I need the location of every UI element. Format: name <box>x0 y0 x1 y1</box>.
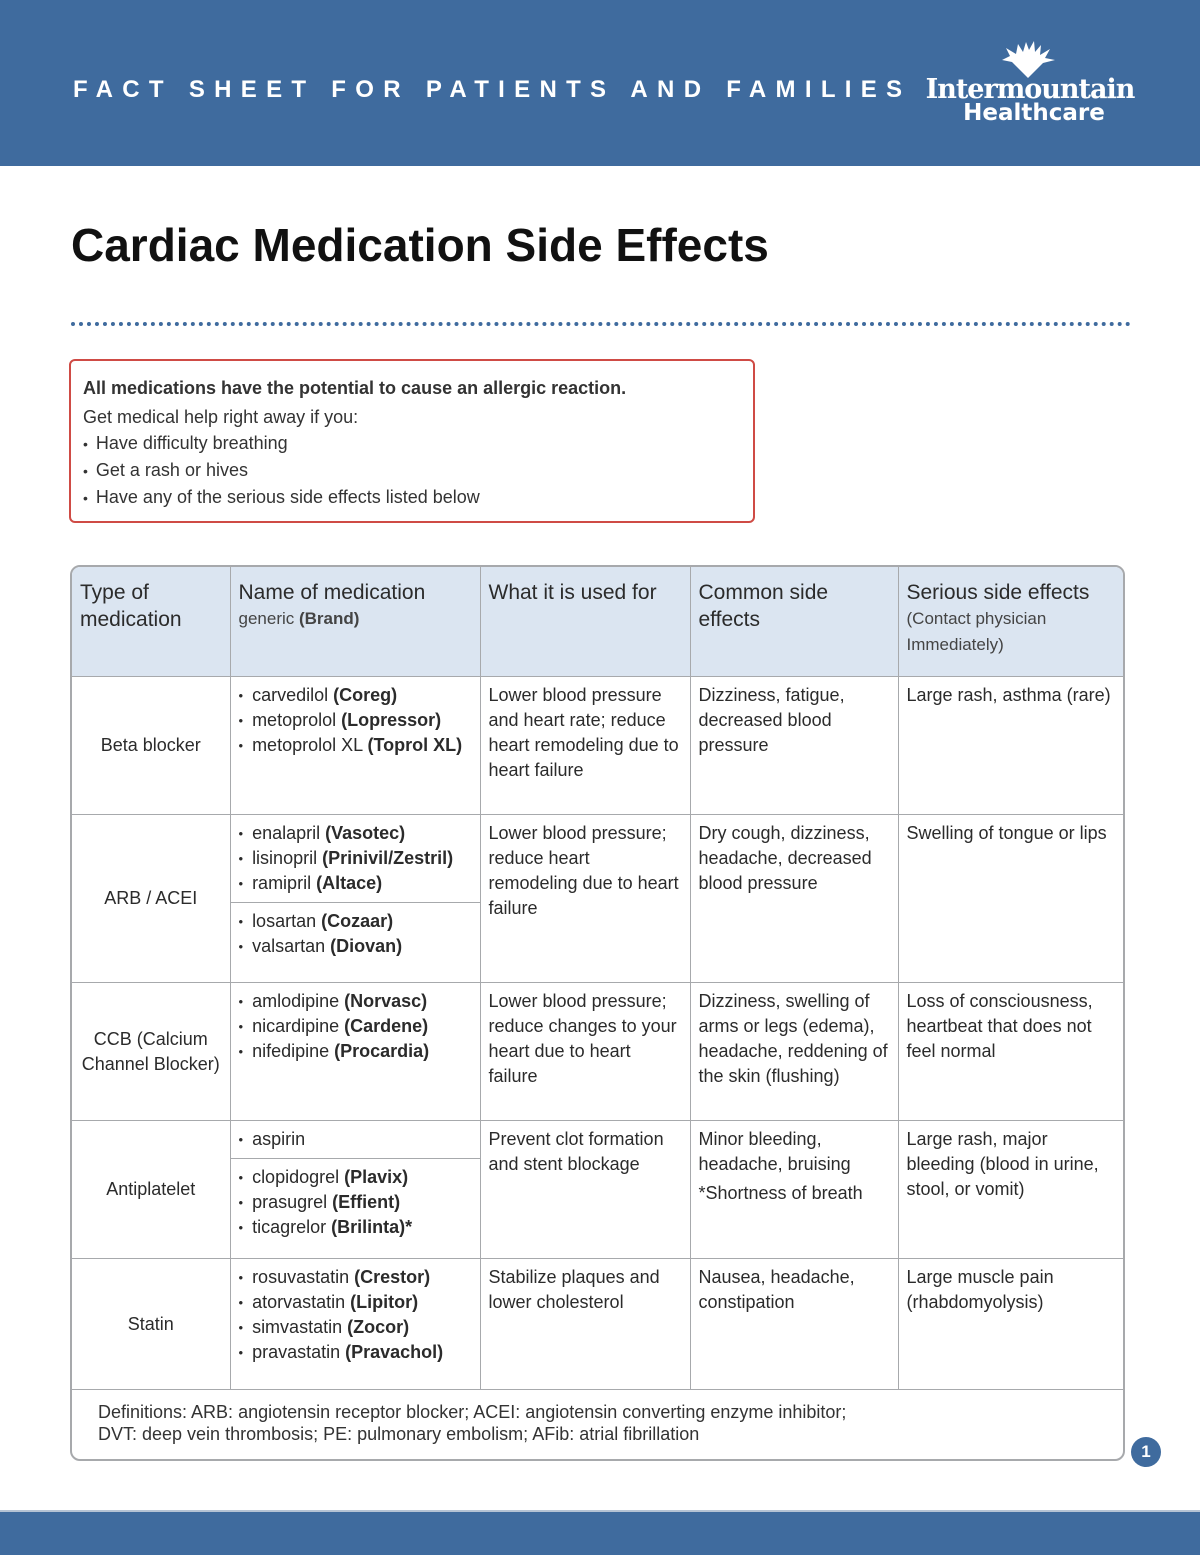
footer-banner <box>0 1510 1200 1555</box>
cell-common: Dry cough, dizziness, headache, decrease… <box>689 814 899 983</box>
alert-item-text: Have any of the serious side effects lis… <box>95 487 480 507</box>
medication-item: losartan (Cozaar) <box>239 909 472 934</box>
header-serious: Serious side effects (Contact physician I… <box>897 567 1123 677</box>
cell-used-for: Lower blood pressure; reduce changes to … <box>479 982 691 1121</box>
medication-item: ramipril (Altace) <box>239 871 472 896</box>
cell-common: Dizziness, fatigue, decreased blood pres… <box>689 676 899 815</box>
dotted-divider <box>71 322 1131 326</box>
cell-common: Minor bleeding, headache, bruising *Short… <box>689 1120 899 1259</box>
cell-used-for: Lower blood pressure; reduce heart remod… <box>479 814 691 983</box>
medication-group: rosuvastatin (Crestor)atorvastatin (Lipi… <box>231 1259 480 1371</box>
medication-item: metoprolol (Lopressor) <box>239 708 472 733</box>
medication-item: rosuvastatin (Crestor) <box>239 1265 472 1290</box>
medication-group: clopidogrel (Plavix)prasugrel (Effient)t… <box>230 1158 480 1246</box>
page-title: Cardiac Medication Side Effects <box>71 219 769 271</box>
cell-type: Statin <box>72 1258 231 1390</box>
cell-used-for: Stabilize plaques and lower cholesterol <box>479 1258 691 1390</box>
cell-common: Dizziness, swelling of arms or legs (ede… <box>689 982 899 1121</box>
page-number: 1 <box>1131 1437 1161 1467</box>
alert-intro: Get medical help right away if you: <box>83 407 359 427</box>
cell-type: Beta blocker <box>72 676 231 815</box>
medication-group: enalapril (Vasotec)lisinopril (Prinivil/… <box>231 815 480 902</box>
cell-type: Antiplatelet <box>72 1120 231 1259</box>
medication-item: lisinopril (Prinivil/Zestril) <box>239 846 472 871</box>
logo-name: Intermountain <box>925 74 1136 105</box>
medication-item: carvedilol (Coreg) <box>239 683 472 708</box>
banner-text: FACT SHEET FOR PATIENTS AND FAMILIES <box>73 76 912 103</box>
header-name: Name of medication generic (Brand) <box>229 567 481 677</box>
cell-used-for: Prevent clot formation and stent blockag… <box>479 1120 691 1259</box>
cell-type: CCB (Calcium Channel Blocker) <box>72 982 231 1121</box>
mountain-logo-icon <box>1002 41 1055 78</box>
table-row: Statin rosuvastatin (Crestor)atorvastati… <box>72 1258 1123 1390</box>
cell-serious: Swelling of tongue or lips <box>897 814 1123 983</box>
definitions-line: Definitions: ARB: angiotensin receptor b… <box>98 1402 847 1422</box>
definitions: Definitions: ARB: angiotensin receptor b… <box>98 1401 846 1445</box>
alert-item: Have difficulty breathing <box>83 430 741 457</box>
cell-medications: enalapril (Vasotec)lisinopril (Prinivil/… <box>229 814 481 983</box>
medication-item: simvastatin (Zocor) <box>239 1315 472 1340</box>
cell-medications: rosuvastatin (Crestor)atorvastatin (Lipi… <box>229 1258 481 1390</box>
medication-item: pravastatin (Pravachol) <box>239 1340 472 1365</box>
table-row: CCB (Calcium Channel Blocker) amlodipine… <box>72 982 1123 1121</box>
medication-item: prasugrel (Effient) <box>239 1190 472 1215</box>
medication-table-container: Type of medication Name of medication gen… <box>70 565 1125 1461</box>
medication-group: carvedilol (Coreg)metoprolol (Lopressor)… <box>231 677 480 764</box>
alert-item: Get a rash or hives <box>83 457 741 484</box>
logo-sub: Healthcare <box>963 100 1105 126</box>
medication-item: nicardipine (Cardene) <box>239 1014 472 1039</box>
alert-item-text: Get a rash or hives <box>95 460 248 480</box>
cell-used-for: Lower blood pressure and heart rate; red… <box>479 676 691 815</box>
cell-medications: carvedilol (Coreg)metoprolol (Lopressor)… <box>229 676 481 815</box>
table-row: Beta blocker carvedilol (Coreg)metoprolo… <box>72 676 1123 815</box>
medication-item: valsartan (Diovan) <box>239 934 472 959</box>
medication-group: aspirin <box>231 1121 480 1158</box>
cell-serious: Loss of consciousness, heartbeat that do… <box>897 982 1123 1121</box>
header-type: Type of medication <box>72 567 231 677</box>
medication-group: amlodipine (Norvasc)nicardipine (Cardene… <box>231 983 480 1070</box>
cell-serious: Large rash, major bleeding (blood in uri… <box>897 1120 1123 1259</box>
intermountain-logo: Intermountain Healthcare <box>924 40 1136 130</box>
definitions-line: DVT: deep vein thrombosis; PE: pulmonary… <box>98 1424 700 1444</box>
medication-item: enalapril (Vasotec) <box>239 821 472 846</box>
medication-table: Type of medication Name of medication gen… <box>72 567 1123 1390</box>
header-banner: FACT SHEET FOR PATIENTS AND FAMILIES Int… <box>0 0 1200 166</box>
cell-serious: Large rash, asthma (rare) <box>897 676 1123 815</box>
table-header-row: Type of medication Name of medication gen… <box>72 567 1123 677</box>
cell-common: Nausea, headache, constipation <box>689 1258 899 1390</box>
medication-item: aspirin <box>239 1127 472 1152</box>
medication-item: ticagrelor (Brilinta)* <box>239 1215 472 1240</box>
medication-item: atorvastatin (Lipitor) <box>239 1290 472 1315</box>
cell-serious: Large muscle pain (rhabdomyolysis) <box>897 1258 1123 1390</box>
medication-item: amlodipine (Norvasc) <box>239 989 472 1014</box>
medication-group: losartan (Cozaar)valsartan (Diovan) <box>230 902 480 965</box>
header-common: Common side effects <box>689 567 899 677</box>
header-used-for: What it is used for <box>479 567 691 677</box>
table-row: ARB / ACEI enalapril (Vasotec)lisinopril… <box>72 814 1123 983</box>
cell-medications: aspirin clopidogrel (Plavix)prasugrel (Ef… <box>229 1120 481 1259</box>
alert-item: Have any of the serious side effects lis… <box>83 484 741 511</box>
common-note: *Shortness of breath <box>698 1183 863 1203</box>
medication-item: nifedipine (Procardia) <box>239 1039 472 1064</box>
cell-type: ARB / ACEI <box>72 814 231 983</box>
cell-medications: amlodipine (Norvasc)nicardipine (Cardene… <box>229 982 481 1121</box>
allergy-alert-box: All medications have the potential to ca… <box>69 359 755 523</box>
alert-item-text: Have difficulty breathing <box>95 433 288 453</box>
table-row: Antiplatelet aspirin clopidogrel (Plavix)… <box>72 1120 1123 1259</box>
medication-item: clopidogrel (Plavix) <box>239 1165 472 1190</box>
medication-item: metoprolol XL (Toprol XL) <box>239 733 472 758</box>
alert-heading: All medications have the potential to ca… <box>83 378 627 398</box>
